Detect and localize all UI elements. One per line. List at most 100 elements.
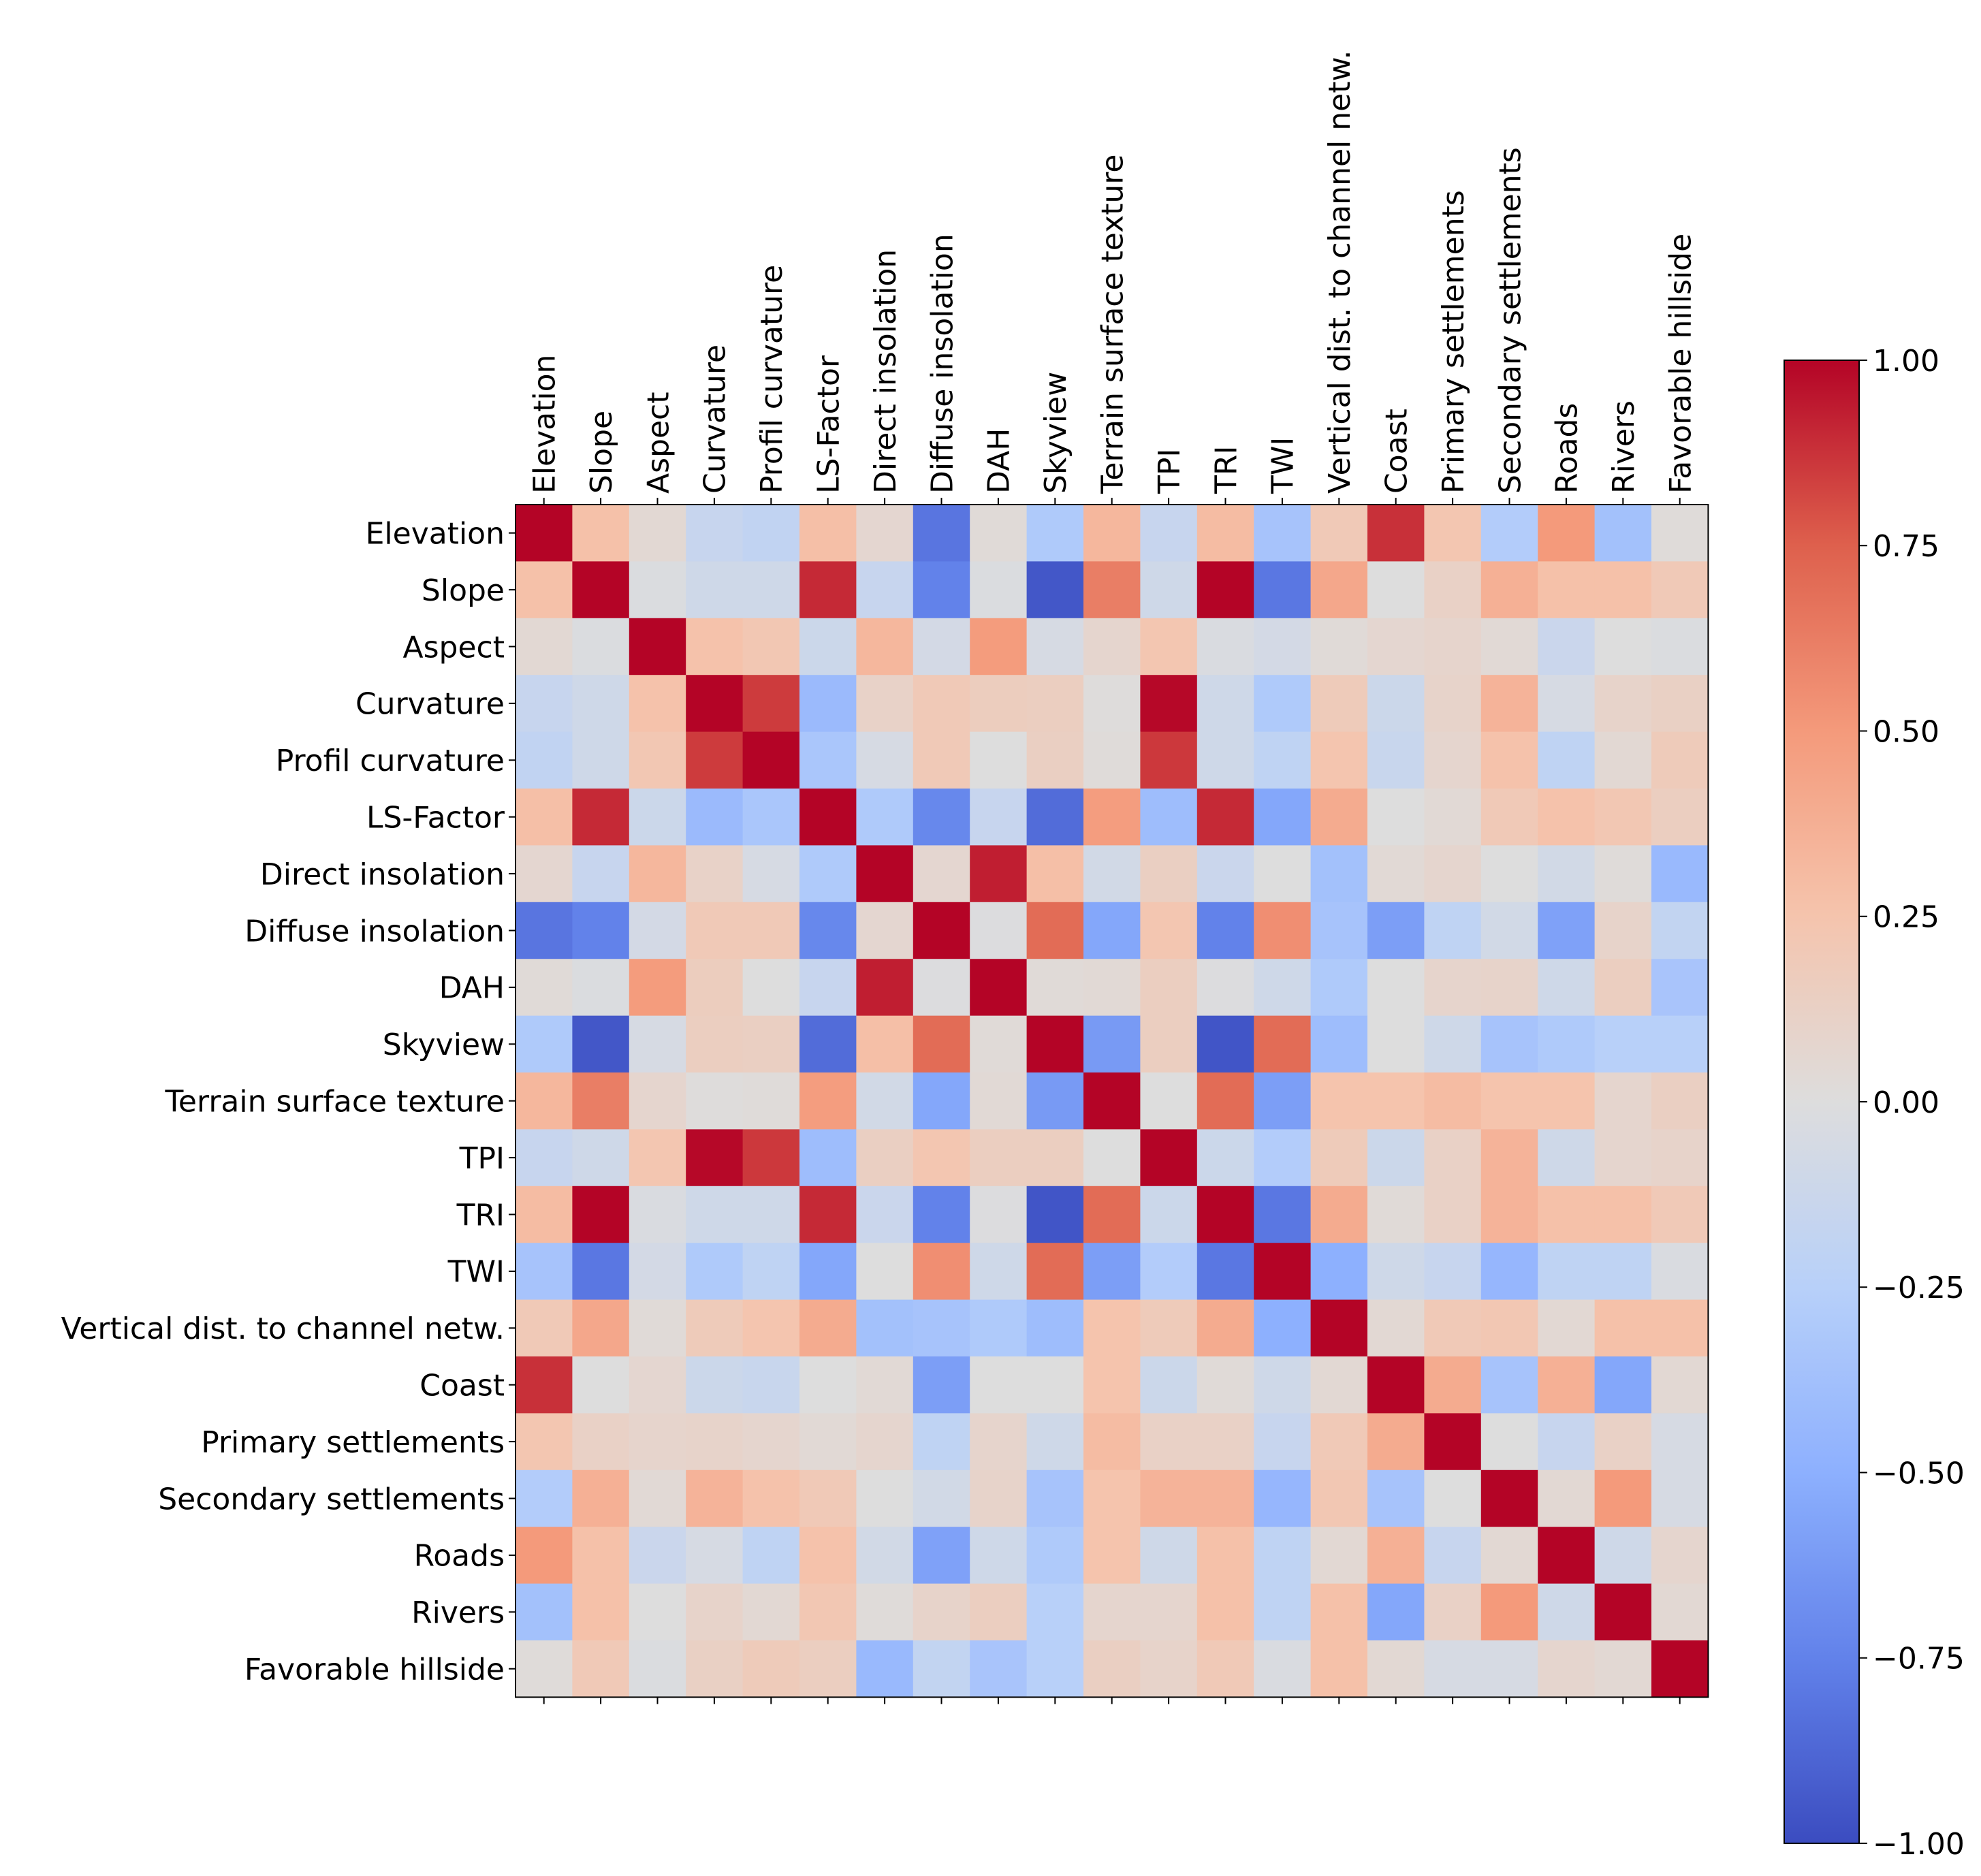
heatmap-cell bbox=[516, 1015, 573, 1073]
heatmap-cell bbox=[1424, 1072, 1482, 1130]
heatmap-cell bbox=[629, 845, 686, 903]
heatmap-cell bbox=[799, 1413, 857, 1471]
colorbar-tick-label: 0.00 bbox=[1873, 1085, 1939, 1120]
heatmap-cell bbox=[1538, 618, 1596, 675]
heatmap-cell bbox=[1367, 789, 1425, 846]
heatmap-cell bbox=[1026, 1015, 1084, 1073]
heatmap-cell bbox=[1083, 731, 1141, 789]
heatmap-cell bbox=[970, 731, 1028, 789]
heatmap-cell bbox=[629, 789, 686, 846]
heatmap-cell bbox=[742, 1527, 800, 1585]
heatmap-cell bbox=[1480, 675, 1538, 733]
heatmap-cell bbox=[1310, 1015, 1368, 1073]
heatmap-cell bbox=[686, 1299, 744, 1357]
row-label: Primary settlements bbox=[201, 1425, 505, 1460]
heatmap-cell bbox=[1594, 1640, 1652, 1698]
heatmap-cell bbox=[1196, 1299, 1254, 1357]
heatmap-cell bbox=[1026, 1640, 1084, 1698]
heatmap-cell bbox=[1026, 1527, 1084, 1585]
heatmap-cell bbox=[1651, 845, 1709, 903]
heatmap-cell bbox=[1480, 1299, 1538, 1357]
heatmap-cell bbox=[1367, 1186, 1425, 1243]
heatmap-cell bbox=[516, 561, 573, 619]
heatmap-cell bbox=[1140, 789, 1198, 846]
heatmap-cell bbox=[1254, 1243, 1312, 1301]
heatmap-cell bbox=[1026, 561, 1084, 619]
row-label: Rivers bbox=[411, 1595, 505, 1630]
heatmap-cell bbox=[856, 1640, 914, 1698]
heatmap-cell bbox=[1538, 675, 1596, 733]
heatmap-cell bbox=[1140, 1186, 1198, 1243]
heatmap-cell bbox=[742, 561, 800, 619]
heatmap-cell bbox=[1424, 1243, 1482, 1301]
heatmap-cell bbox=[1651, 789, 1709, 846]
heatmap-cell bbox=[629, 1243, 686, 1301]
heatmap-cell bbox=[1538, 1413, 1596, 1471]
heatmap-cell bbox=[686, 1469, 744, 1527]
heatmap-cell bbox=[1196, 731, 1254, 789]
heatmap-cell bbox=[799, 675, 857, 733]
heatmap-cell bbox=[742, 505, 800, 562]
heatmap-cell bbox=[856, 1186, 914, 1243]
heatmap-cell bbox=[1594, 1243, 1652, 1301]
heatmap-cell bbox=[1480, 1640, 1538, 1698]
heatmap-cell bbox=[1480, 1243, 1538, 1301]
heatmap-cell bbox=[1140, 1413, 1198, 1471]
heatmap-cell bbox=[1140, 1527, 1198, 1585]
heatmap-cell bbox=[1538, 1299, 1596, 1357]
heatmap-cell bbox=[856, 1583, 914, 1641]
heatmap-cell bbox=[1196, 902, 1254, 959]
heatmap-cell bbox=[742, 1469, 800, 1527]
heatmap-cell bbox=[516, 618, 573, 675]
column-label: Direct insolation bbox=[868, 249, 903, 494]
heatmap-cell bbox=[1310, 1243, 1368, 1301]
heatmap-cell bbox=[1140, 1356, 1198, 1414]
heatmap-cell bbox=[1651, 959, 1709, 1017]
column-label: TRI bbox=[1209, 446, 1243, 494]
heatmap-cell bbox=[913, 1527, 970, 1585]
heatmap-cell bbox=[1367, 1469, 1425, 1527]
heatmap-cell bbox=[913, 1243, 970, 1301]
heatmap-cell bbox=[629, 1072, 686, 1130]
column-label: Slope bbox=[584, 411, 619, 494]
heatmap-cell bbox=[856, 1299, 914, 1357]
heatmap-cell bbox=[629, 959, 686, 1017]
heatmap-cell bbox=[1026, 1413, 1084, 1471]
colorbar-tick-label: 0.75 bbox=[1873, 529, 1939, 564]
heatmap-cell bbox=[572, 1583, 630, 1641]
heatmap-cell bbox=[1254, 1299, 1312, 1357]
heatmap-cell bbox=[686, 505, 744, 562]
heatmap-cell bbox=[1254, 731, 1312, 789]
heatmap-cell bbox=[1651, 1186, 1709, 1243]
heatmap-cell bbox=[1254, 959, 1312, 1017]
heatmap-cell bbox=[799, 1356, 857, 1414]
heatmap-cell bbox=[1083, 1243, 1141, 1301]
heatmap-cell bbox=[572, 1129, 630, 1187]
heatmap-cell bbox=[1026, 505, 1084, 562]
column-label: Vertical dist. to channel netw. bbox=[1322, 50, 1357, 494]
heatmap-cell bbox=[1367, 1015, 1425, 1073]
heatmap-cell bbox=[970, 675, 1028, 733]
heatmap-cell bbox=[686, 1583, 744, 1641]
heatmap-cell bbox=[742, 675, 800, 733]
colorbar-tick-label: 0.50 bbox=[1873, 714, 1939, 749]
heatmap-cell bbox=[856, 1243, 914, 1301]
heatmap-cell bbox=[970, 1469, 1028, 1527]
heatmap-cell bbox=[572, 675, 630, 733]
heatmap-cell bbox=[970, 1356, 1028, 1414]
row-label: DAH bbox=[439, 971, 505, 1006]
heatmap-cell bbox=[1424, 505, 1482, 562]
heatmap-cell bbox=[970, 789, 1028, 846]
heatmap-cell bbox=[516, 959, 573, 1017]
heatmap-cell bbox=[742, 1072, 800, 1130]
heatmap-cell bbox=[1424, 845, 1482, 903]
heatmap-cell bbox=[1196, 1413, 1254, 1471]
heatmap-cell bbox=[516, 902, 573, 959]
heatmap-cell bbox=[629, 675, 686, 733]
heatmap-cell bbox=[1480, 1129, 1538, 1187]
heatmap-cell bbox=[1480, 1015, 1538, 1073]
heatmap-cell bbox=[1310, 561, 1368, 619]
heatmap-cell bbox=[1026, 1243, 1084, 1301]
heatmap-cell bbox=[1196, 1469, 1254, 1527]
heatmap-cell bbox=[1424, 1356, 1482, 1414]
